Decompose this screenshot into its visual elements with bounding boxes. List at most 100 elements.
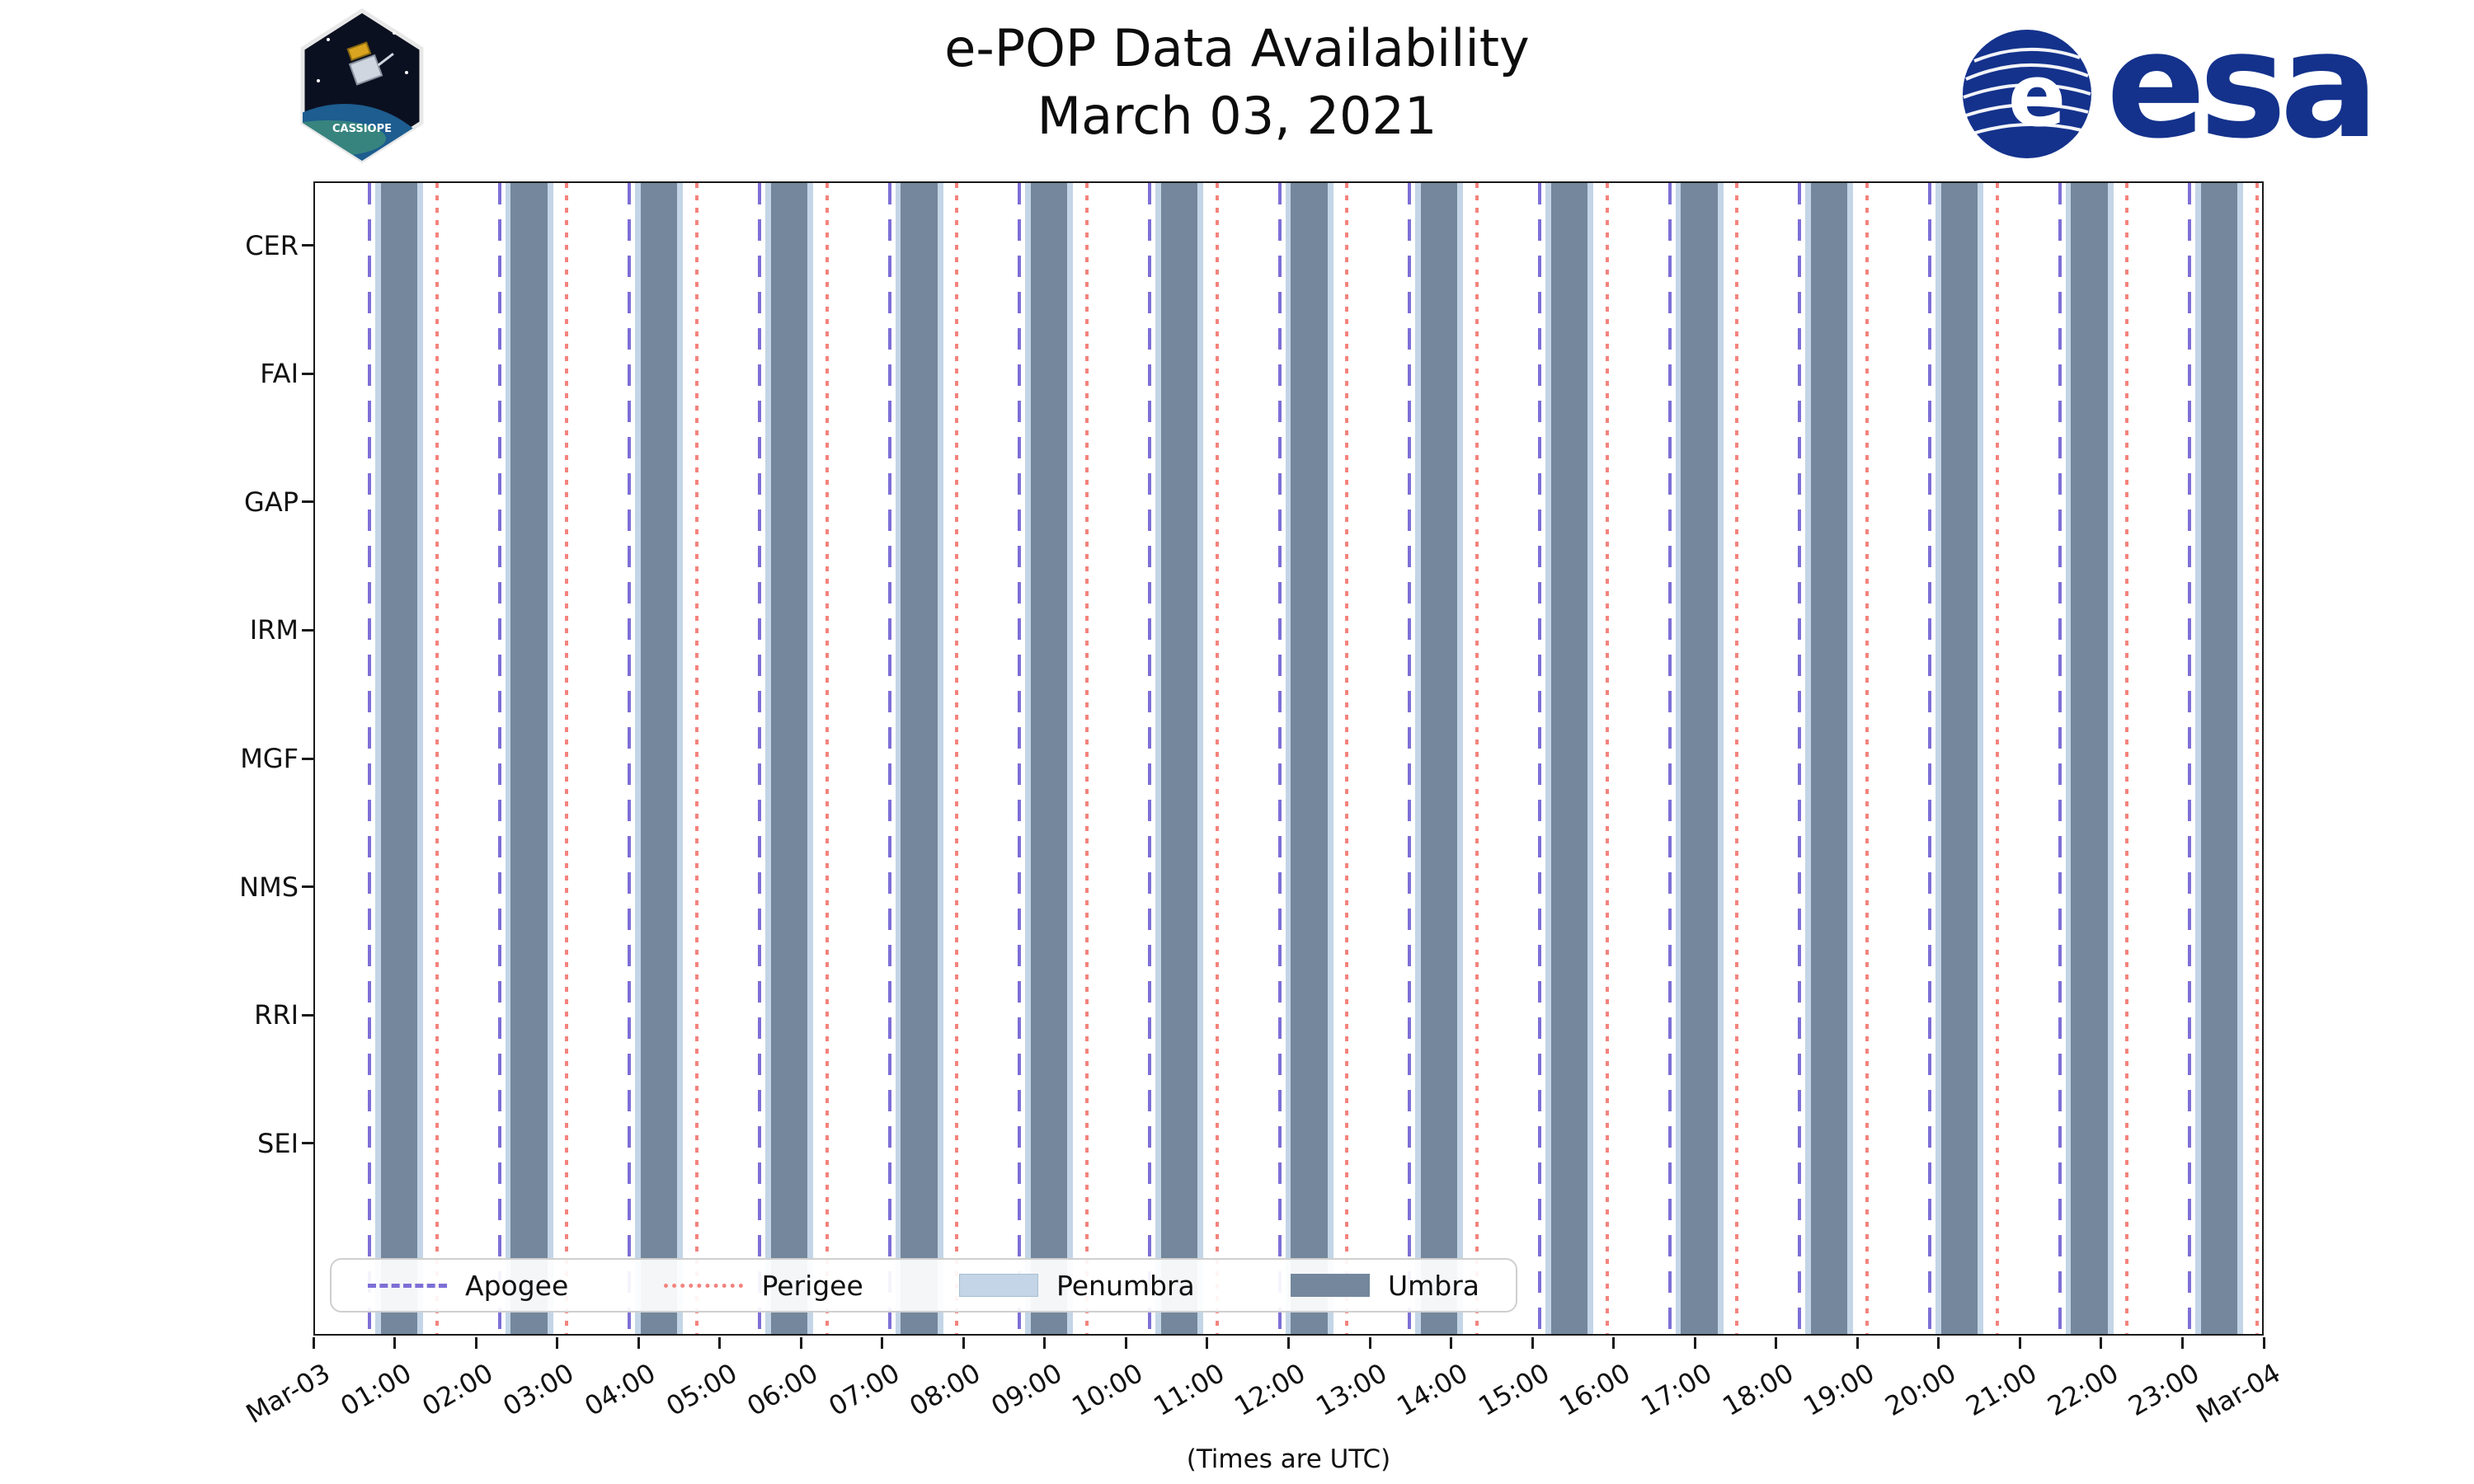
x-tick: [1531, 1337, 1534, 1349]
page-title: e-POP Data Availability March 03, 2021: [0, 15, 2474, 150]
umbra-band: [2071, 183, 2108, 1334]
legend-item-penumbra: Penumbra: [959, 1270, 1195, 1302]
perigee-line: [695, 183, 699, 1334]
perigee-line: [1215, 183, 1219, 1334]
penumbra-patch-sample: [959, 1274, 1038, 1297]
y-axis-label: GAP: [244, 486, 299, 518]
apogee-line: [497, 183, 501, 1334]
apogee-line: [1538, 183, 1542, 1334]
x-tick: [1043, 1337, 1047, 1349]
umbra-band: [380, 183, 418, 1334]
umbra-band: [770, 183, 808, 1334]
x-tick: [393, 1337, 397, 1349]
x-axis-label: 11:00: [1148, 1357, 1230, 1423]
esa-globe-icon: e: [1963, 30, 2091, 159]
umbra-band: [1811, 183, 1848, 1334]
y-tick: [302, 244, 313, 247]
x-axis-label: 20:00: [1879, 1357, 1961, 1423]
apogee-dashed-line-sample: [368, 1283, 447, 1288]
x-axis-label: 06:00: [741, 1357, 824, 1423]
apogee-line: [1798, 183, 1802, 1334]
y-axis-label: CER: [245, 229, 299, 261]
x-axis-label: 13:00: [1310, 1357, 1393, 1423]
x-axis-label: 09:00: [985, 1357, 1067, 1423]
apogee-line: [1018, 183, 1022, 1334]
perigee-line: [1345, 183, 1349, 1334]
perigee-line: [1865, 183, 1870, 1334]
apogee-line: [1928, 183, 1932, 1334]
x-axis-label: 19:00: [1798, 1357, 1880, 1423]
x-tick: [2018, 1337, 2021, 1349]
x-axis-label: 01:00: [335, 1357, 417, 1423]
perigee-line: [2125, 183, 2129, 1334]
perigee-line: [1475, 183, 1479, 1334]
x-tick: [1368, 1337, 1371, 1349]
y-tick: [302, 1013, 313, 1017]
umbra-band: [1940, 183, 1978, 1334]
apogee-line: [1667, 183, 1672, 1334]
apogee-line: [2058, 183, 2062, 1334]
legend-item-perigee: Perigee: [664, 1270, 863, 1302]
x-tick: [474, 1337, 477, 1349]
x-axis-label: Mar-04: [2191, 1357, 2286, 1430]
apogee-line: [2188, 183, 2192, 1334]
x-axis-label: 14:00: [1391, 1357, 1474, 1423]
earth-landmass: [303, 120, 386, 157]
y-axis-label: RRI: [254, 999, 299, 1031]
x-axis-label: 12:00: [1229, 1357, 1311, 1423]
legend: Apogee Perigee Penumbra Umbra: [330, 1258, 1517, 1313]
x-tick: [799, 1337, 802, 1349]
apogee-line: [1277, 183, 1282, 1334]
x-axis-label: 03:00: [497, 1357, 580, 1423]
apogee-line: [887, 183, 891, 1334]
x-axis-label: 22:00: [2042, 1357, 2124, 1423]
plot-area: Apogee Perigee Penumbra Umbra: [313, 181, 2264, 1336]
x-axis-label: 08:00: [904, 1357, 986, 1423]
legend-label-perigee: Perigee: [761, 1269, 863, 1302]
umbra-band: [510, 183, 548, 1334]
x-tick: [312, 1337, 315, 1349]
x-axis-label: 07:00: [822, 1357, 905, 1423]
x-tick: [881, 1337, 884, 1349]
perigee-line: [2255, 183, 2260, 1334]
apogee-line: [628, 183, 632, 1334]
legend-item-apogee: Apogee: [368, 1270, 568, 1302]
apogee-line: [758, 183, 762, 1334]
cassiope-mission-patch: CASSIOPE: [295, 7, 429, 165]
x-tick: [556, 1337, 559, 1349]
x-tick: [1612, 1337, 1616, 1349]
x-tick: [2262, 1337, 2265, 1349]
umbra-band: [901, 183, 938, 1334]
legend-label-umbra: Umbra: [1387, 1269, 1479, 1302]
esa-logo: e esa: [1961, 12, 2379, 160]
x-axis-label: 23:00: [2123, 1357, 2205, 1423]
x-axis-label: 17:00: [1635, 1357, 1718, 1423]
x-axis-label: 16:00: [1554, 1357, 1636, 1423]
umbra-band: [2201, 183, 2238, 1334]
umbra-band: [1160, 183, 1198, 1334]
apogee-line: [1408, 183, 1412, 1334]
title-line-2: March 03, 2021: [1037, 85, 1437, 146]
x-tick: [1775, 1337, 1778, 1349]
apogee-line: [368, 183, 372, 1334]
cassiope-patch-graphic: CASSIOPE: [300, 8, 424, 163]
x-tick: [2100, 1337, 2103, 1349]
umbra-band: [1291, 183, 1328, 1334]
y-axis-label: SEI: [257, 1127, 299, 1159]
x-tick: [1124, 1337, 1127, 1349]
y-axis-label: MGF: [240, 743, 299, 774]
x-tick: [1206, 1337, 1209, 1349]
x-tick: [2180, 1337, 2184, 1349]
x-axis-label: 04:00: [579, 1357, 661, 1423]
esa-wordmark: esa: [2106, 0, 2379, 171]
x-tick: [1937, 1337, 1940, 1349]
legend-label-apogee: Apogee: [465, 1269, 569, 1302]
y-tick: [302, 757, 313, 760]
umbra-band: [1031, 183, 1068, 1334]
x-tick: [718, 1337, 722, 1349]
y-tick: [302, 1142, 313, 1145]
x-axis-label: 05:00: [660, 1357, 742, 1423]
x-axis-label: 10:00: [1066, 1357, 1149, 1423]
x-axis-label: 15:00: [1473, 1357, 1555, 1423]
